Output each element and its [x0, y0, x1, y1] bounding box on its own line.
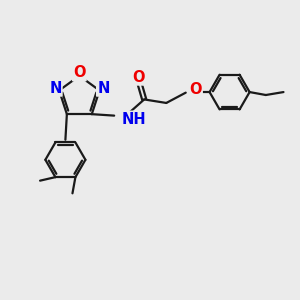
- Text: N: N: [49, 81, 62, 96]
- Text: O: O: [133, 70, 145, 85]
- Text: N: N: [97, 81, 110, 96]
- Text: O: O: [189, 82, 202, 97]
- Text: NH: NH: [122, 112, 146, 127]
- Text: O: O: [73, 65, 86, 80]
